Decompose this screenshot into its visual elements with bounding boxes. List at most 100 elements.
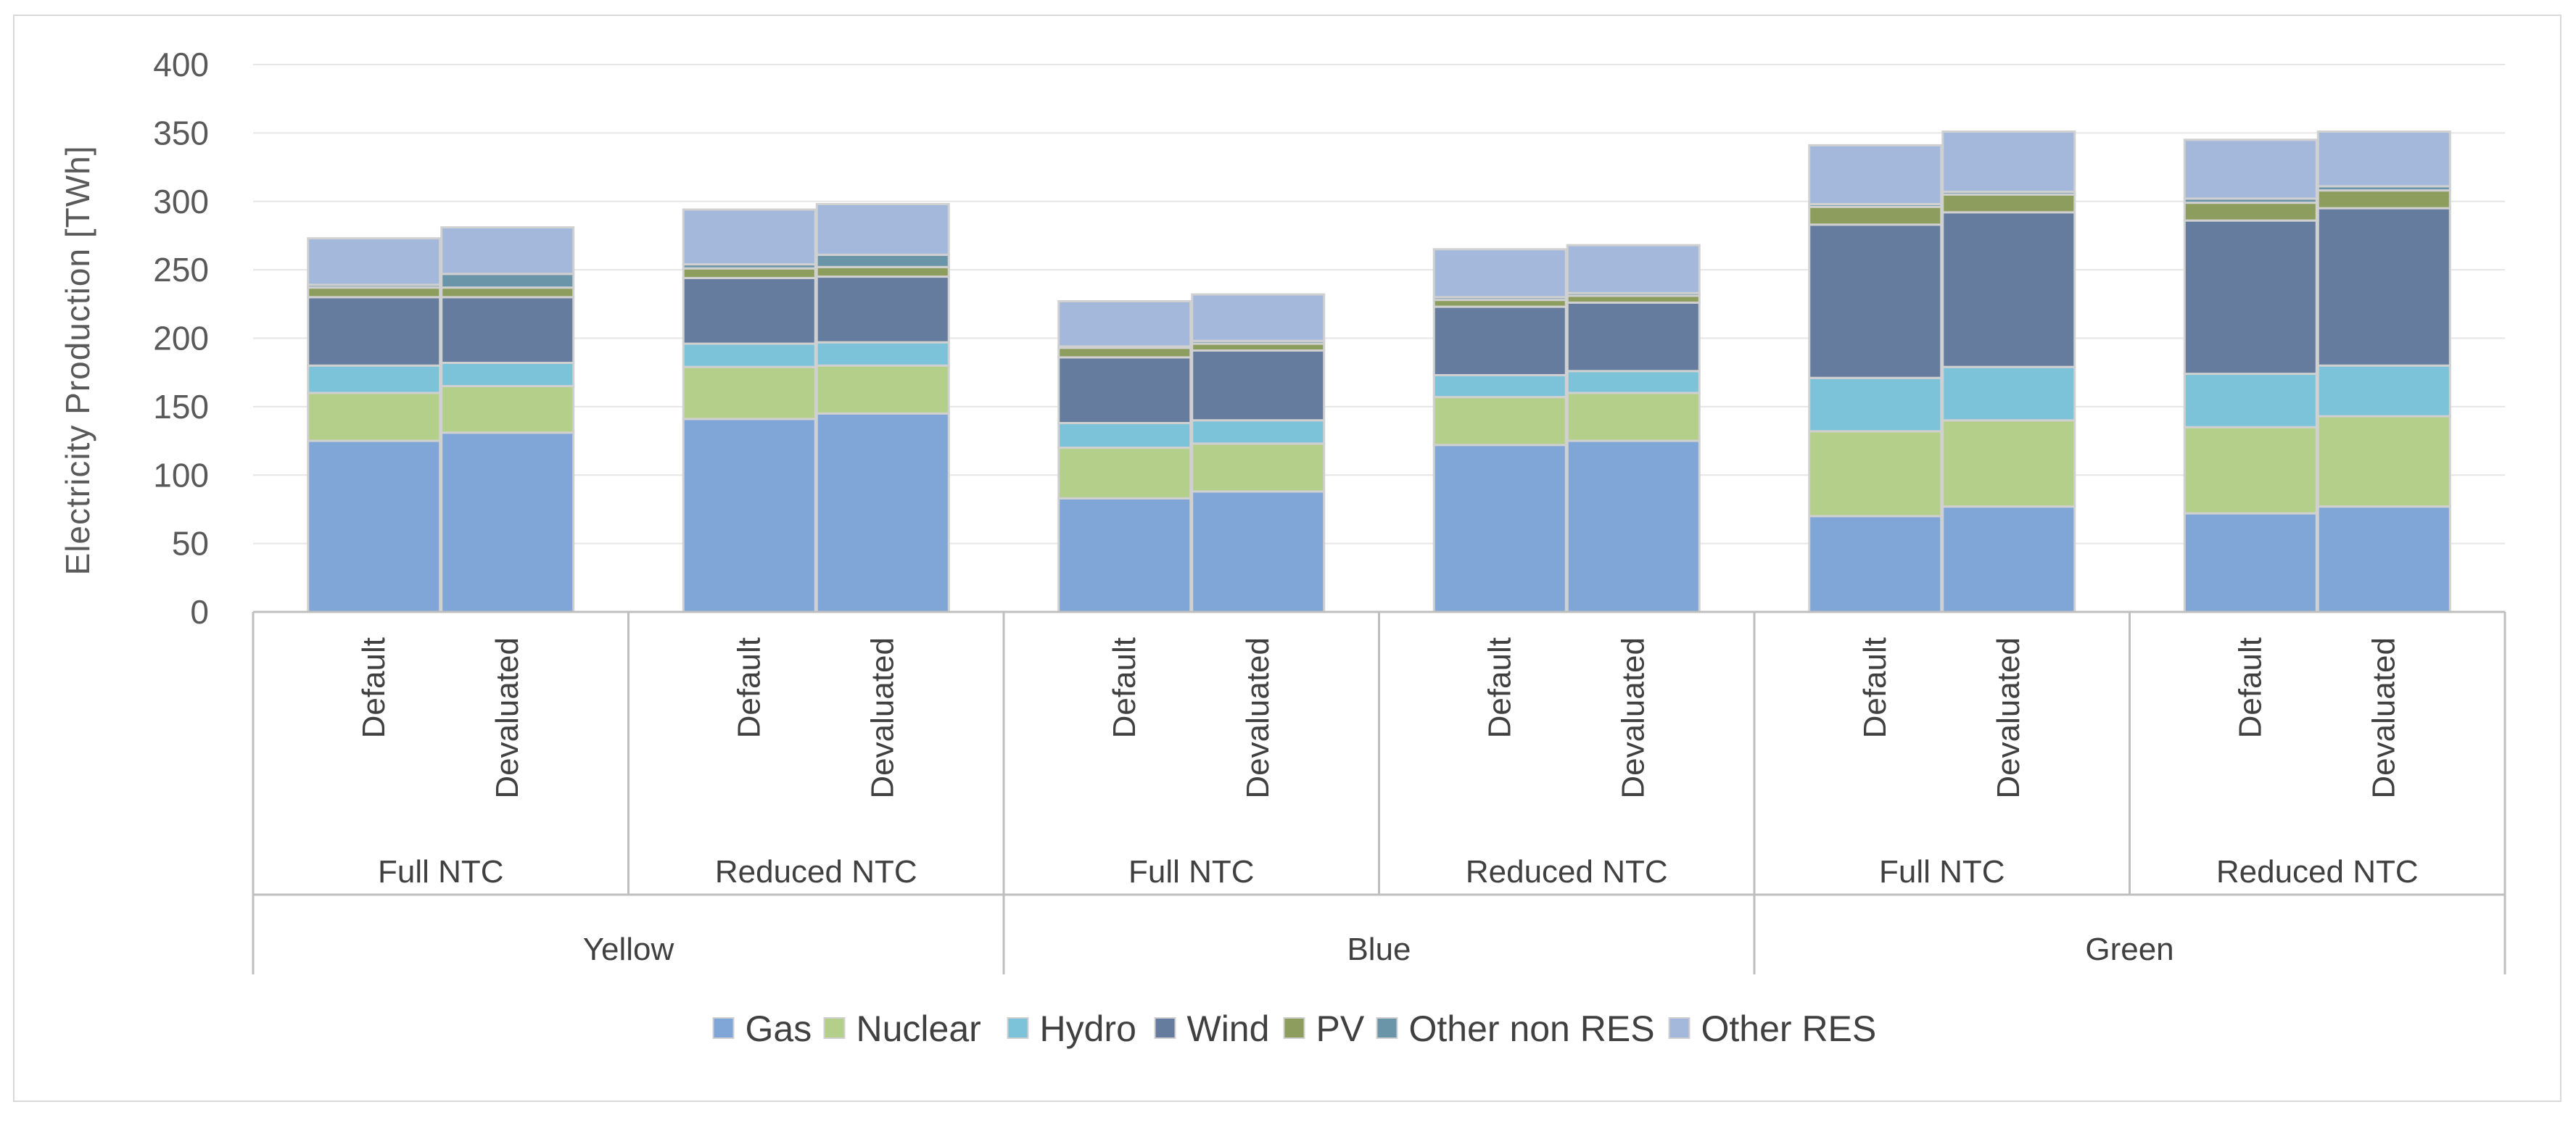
gridlines	[253, 64, 2505, 544]
bar-segment-nuclear	[1191, 442, 1326, 493]
chart-frame: 0 50 100 150 200 250 300 350 400 Default Devaluat…	[13, 14, 2561, 1102]
bar-segment-wind	[815, 276, 950, 344]
bar-segment-other-res	[307, 237, 442, 286]
legend-label: Other non RES	[1409, 1008, 1655, 1049]
legend-item-hydro: Hydro	[1007, 1008, 1136, 1049]
bar-label-default: Default	[1857, 637, 1893, 738]
bar-segment-nuclear	[1432, 396, 1567, 447]
bar-segment-pv	[1057, 347, 1192, 359]
legend-label: PV	[1316, 1008, 1365, 1049]
legend-swatch	[1668, 1017, 1690, 1039]
subgroup-label-reduced-ntc: Reduced NTC	[715, 854, 917, 890]
bar-segment-nuclear	[307, 392, 442, 442]
bar-segment-pv	[1808, 205, 1943, 226]
subgroup-label-full-ntc: Full NTC	[378, 854, 504, 890]
bar-segment-other-non-res	[440, 273, 575, 289]
bar-segment-wind	[307, 296, 442, 367]
bar-segment-other-res	[682, 208, 817, 266]
y-tick-label: 50	[172, 525, 209, 563]
bar-segment-other-res	[2183, 138, 2318, 200]
bar-segment-gas	[1941, 505, 2076, 613]
bar-segment-nuclear	[440, 385, 575, 434]
bar-segment-gas	[1808, 515, 1943, 613]
legend-swatch	[1007, 1017, 1029, 1039]
bar-segment-pv	[1941, 193, 2076, 214]
bar-label-default: Default	[2232, 637, 2268, 738]
bar-label-default: Default	[1107, 637, 1142, 738]
bar-segment-pv	[2316, 189, 2451, 210]
bar-segment-wind	[440, 296, 575, 364]
bar-segment-other-res	[1432, 248, 1567, 299]
subgroup-label-reduced-ntc: Reduced NTC	[1466, 854, 1668, 890]
bar-label-devaluated: Devaluated	[2366, 637, 2401, 799]
subgroup-label-full-ntc: Full NTC	[1128, 854, 1255, 890]
bar-segment-gas	[2183, 512, 2318, 613]
bar-label-devaluated: Devaluated	[490, 637, 525, 799]
bar-segment-wind	[2183, 219, 2318, 376]
bar-segment-nuclear	[1808, 430, 1943, 518]
group-label-yellow: Yellow	[583, 932, 674, 967]
group-label-green: Green	[2085, 932, 2174, 967]
bar-segment-nuclear	[1941, 419, 2076, 508]
legend-swatch	[712, 1017, 735, 1039]
bar-segment-other-res	[1808, 144, 1943, 206]
bar-label-default: Default	[1482, 637, 1517, 738]
bar-segment-pv	[682, 267, 817, 279]
y-tick-label: 300	[153, 183, 209, 220]
bar-segment-hydro	[2183, 373, 2318, 428]
bar-segment-gas	[682, 418, 817, 613]
y-axis-ticks: 0 50 100 150 200 250 300 350 400	[153, 46, 209, 631]
y-tick-label: 0	[190, 593, 209, 631]
legend-item-gas: Gas	[712, 1008, 812, 1049]
legend-label: Other RES	[1701, 1008, 1877, 1049]
bar-segment-other-res	[440, 226, 575, 276]
bar-segment-wind	[1432, 305, 1567, 376]
legend-label: Hydro	[1040, 1008, 1136, 1049]
bar-segment-gas	[1057, 497, 1192, 613]
y-tick-label: 350	[153, 114, 209, 152]
stacked-bar-chart: 0 50 100 150 200 250 300 350 400 Default Devaluat…	[59, 46, 2506, 1049]
legend-label: Wind	[1187, 1008, 1270, 1049]
bar-segment-other-res	[1941, 130, 2076, 194]
bar-label-default: Default	[356, 637, 392, 738]
bar-segment-wind	[1941, 211, 2076, 368]
bar-segment-other-res	[815, 203, 950, 256]
bar-segment-gas	[307, 439, 442, 613]
bar-segment-hydro	[1566, 370, 1701, 394]
bar-segment-gas	[440, 431, 575, 613]
bar-segment-hydro	[1191, 419, 1326, 445]
bar-segment-hydro	[682, 342, 817, 368]
bar-label-devaluated: Devaluated	[1615, 637, 1651, 799]
bar-segment-other-res	[1566, 244, 1701, 294]
bar-segment-gas	[1432, 444, 1567, 613]
legend-item-other-res: Other RES	[1668, 1008, 1877, 1049]
bar-segment-pv	[440, 286, 575, 299]
bar-segment-pv	[2183, 202, 2318, 222]
legend-item-pv: PV	[1283, 1008, 1365, 1049]
bar-segment-wind	[2316, 207, 2451, 367]
legend: Gas Nuclear Hydro Wind PV Other non RES Other …	[712, 1008, 1877, 1049]
bar-segment-hydro	[307, 364, 442, 394]
y-tick-label: 400	[153, 46, 209, 83]
bar-label-devaluated: Devaluated	[1240, 637, 1276, 799]
bar-segment-nuclear	[682, 365, 817, 420]
bar-label-devaluated: Devaluated	[864, 637, 900, 799]
legend-swatch	[1283, 1017, 1305, 1039]
legend-item-nuclear: Nuclear	[823, 1008, 981, 1049]
y-axis-label: Electricity Production [TWh]	[59, 146, 96, 576]
bar-segment-hydro	[2316, 364, 2451, 418]
legend-item-wind: Wind	[1154, 1008, 1270, 1049]
bar-segment-hydro	[1057, 422, 1192, 450]
bar-segment-nuclear	[1057, 447, 1192, 500]
category-axis: Default Devaluated Default Devaluated Defaul…	[252, 610, 2506, 974]
bar-segment-hydro	[1808, 376, 1943, 433]
group-label-blue: Blue	[1347, 932, 1411, 967]
bar-segment-gas	[815, 412, 950, 613]
bar-segment-nuclear	[2316, 415, 2451, 508]
legend-swatch	[1376, 1017, 1398, 1039]
bar-segment-nuclear	[2183, 426, 2318, 515]
legend-label: Nuclear	[856, 1008, 981, 1049]
bar-segment-wind	[682, 276, 817, 345]
bar-segment-gas	[1566, 439, 1701, 613]
y-tick-label: 200	[153, 320, 209, 357]
